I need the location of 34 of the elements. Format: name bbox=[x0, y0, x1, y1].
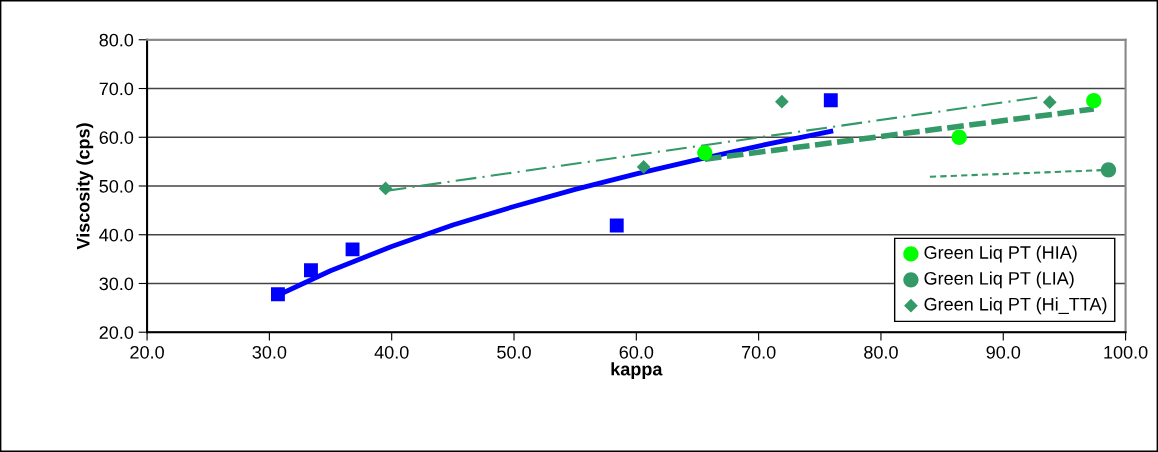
legend-label: Green Liq PT (Hi_TTA) bbox=[924, 297, 1107, 315]
x-tick-label: 100.0 bbox=[1104, 345, 1148, 359]
y-axis-title: Viscosity (cps) bbox=[76, 123, 94, 250]
x-tick-label: 60.0 bbox=[619, 345, 654, 359]
y-tick-label: 50.0 bbox=[99, 179, 134, 193]
point bbox=[1042, 95, 1057, 110]
point bbox=[697, 145, 713, 161]
x-tick-label: 90.0 bbox=[986, 345, 1021, 359]
y-tick-label: 70.0 bbox=[99, 82, 134, 96]
point bbox=[823, 93, 838, 108]
legend-label: Green Liq PT (LIA) bbox=[924, 271, 1074, 289]
x-tick-label: 70.0 bbox=[741, 345, 776, 359]
legend-label: Green Liq PT (HIA) bbox=[924, 245, 1077, 263]
point bbox=[951, 129, 967, 145]
x-tick-label: 20.0 bbox=[130, 345, 164, 359]
point bbox=[304, 263, 318, 278]
y-tick-label: 60.0 bbox=[99, 131, 134, 144]
point bbox=[1086, 93, 1102, 109]
point bbox=[609, 218, 624, 233]
x-tick-label: 80.0 bbox=[864, 345, 898, 359]
x-tick-label: 30.0 bbox=[252, 345, 287, 359]
point bbox=[1100, 162, 1117, 178]
point bbox=[345, 242, 360, 257]
x-tick-label: 40.0 bbox=[374, 345, 409, 359]
y-tick-label: 40.0 bbox=[99, 228, 134, 242]
point bbox=[636, 160, 651, 174]
point bbox=[271, 287, 285, 302]
x-tick-label: 50.0 bbox=[497, 345, 531, 359]
point bbox=[775, 94, 789, 109]
y-tick-label: 30.0 bbox=[99, 277, 134, 291]
y-tick-label: 20.0 bbox=[99, 326, 134, 339]
x-axis-title: kappa bbox=[611, 362, 663, 380]
point bbox=[378, 181, 393, 196]
y-tick-label: 80.0 bbox=[99, 33, 134, 47]
